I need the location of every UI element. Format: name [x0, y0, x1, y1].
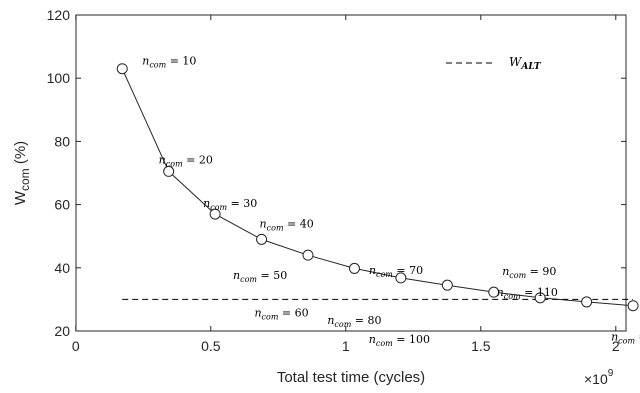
data-point — [116, 63, 128, 75]
series-line-wcom — [121, 68, 634, 307]
data-point — [348, 262, 360, 274]
x-tick-label: 2 — [612, 338, 620, 354]
y-tick-label: 40 — [54, 260, 70, 276]
data-point — [627, 300, 639, 312]
data-point — [441, 279, 453, 291]
data-point — [395, 272, 407, 284]
annotation-ncom: ncom = 90 — [502, 265, 556, 280]
x-axis-multiplier-exp: 9 — [608, 368, 614, 379]
annotation-ncom: ncom = 110 — [497, 286, 558, 301]
legend-label-walt: WALT — [509, 55, 542, 72]
x-axis-multiplier: ×109 — [584, 368, 614, 387]
x-tick-label: 1.5 — [471, 338, 491, 354]
y-axis-label-base: W — [12, 190, 29, 205]
y-axis-ticks: 20 40 60 80 100 120 — [47, 7, 626, 339]
y-axis-label: Wcom (%) — [12, 141, 32, 205]
data-point — [163, 165, 175, 177]
x-axis-multiplier-base: ×10 — [584, 371, 608, 387]
x-tick-label: 0 — [72, 338, 80, 354]
annotation-ncom: ncom = 20 — [159, 153, 213, 168]
annotation-ncom: ncom = 120 — [611, 331, 640, 346]
series-layer — [121, 68, 634, 307]
annotation-ncom: ncom = 10 — [142, 55, 196, 70]
data-point — [534, 292, 546, 304]
annotation-ncom: ncom = 70 — [369, 264, 423, 279]
annotation-ncom: ncom = 100 — [369, 333, 430, 348]
x-tick-label: 1 — [342, 338, 350, 354]
data-point — [581, 296, 593, 308]
x-axis-ticks: 0 0.5 1 1.5 2 — [72, 15, 620, 354]
y-axis-label-sub: com — [18, 168, 32, 191]
data-point — [256, 233, 268, 245]
y-tick-label: 80 — [54, 133, 70, 149]
y-tick-label: 60 — [54, 197, 70, 213]
annotation-ncom: ncom = 60 — [254, 306, 308, 321]
marker-layer — [116, 63, 639, 312]
y-tick-label: 100 — [47, 70, 71, 86]
y-tick-label: 20 — [54, 323, 70, 339]
y-tick-label: 120 — [47, 7, 71, 23]
data-point — [302, 249, 314, 261]
legend: WALT — [446, 55, 542, 72]
x-axis-label: Total test time (cycles) — [277, 369, 425, 386]
annotation-ncom: ncom = 30 — [203, 197, 257, 212]
x-tick-label: 0.5 — [201, 338, 221, 354]
data-point — [209, 208, 221, 220]
annotation-ncom: ncom = 80 — [327, 314, 381, 329]
annotation-ncom: ncom = 40 — [260, 217, 314, 232]
data-point — [488, 286, 500, 298]
annotation-ncom: ncom = 50 — [233, 269, 287, 284]
y-axis-label-unit: (%) — [12, 141, 29, 169]
